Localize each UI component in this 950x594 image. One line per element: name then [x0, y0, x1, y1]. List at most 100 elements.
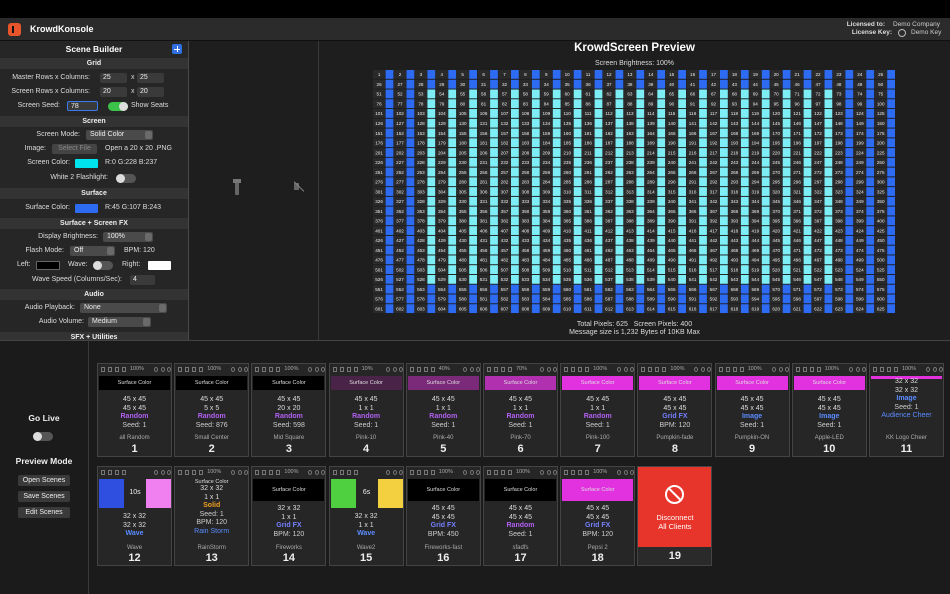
toolbar-icon[interactable]: [508, 367, 512, 372]
toolbar-icon[interactable]: [199, 470, 204, 475]
scene-tile[interactable]: 40% Surface Color 45 x 45 1 x 1 Random Seed: …: [405, 363, 481, 457]
scene-tile[interactable]: 100% Surface Color 45 x 45 45 x 45 Image Seed…: [714, 363, 790, 457]
toolbar-icon[interactable]: [707, 367, 712, 372]
toggle[interactable]: [108, 101, 128, 111]
toolbar-icon[interactable]: [108, 470, 112, 475]
scene-tile[interactable]: 100% Surface Color 45 x 45 20 x 20 Random See…: [251, 363, 327, 457]
toolbar-icon[interactable]: [553, 367, 557, 372]
toolbar-icon[interactable]: [487, 367, 491, 372]
toolbar-icon[interactable]: [547, 470, 551, 475]
toolbar-icon[interactable]: [564, 367, 569, 372]
toolbar-icon[interactable]: [578, 367, 583, 372]
toolbar-icon[interactable]: [894, 367, 898, 372]
toolbar-icon[interactable]: [848, 367, 853, 372]
color-swatch[interactable]: [75, 158, 98, 168]
toolbar-icon[interactable]: [101, 367, 105, 372]
toolbar-icon[interactable]: [321, 470, 326, 475]
toolbar-icon[interactable]: [809, 367, 814, 372]
dropdown[interactable]: Solid Color: [86, 130, 153, 140]
toolbar-icon[interactable]: [339, 367, 344, 372]
color-swatch[interactable]: [36, 260, 60, 270]
dropdown[interactable]: Medium: [88, 317, 151, 327]
key-icon[interactable]: [898, 29, 906, 37]
toolbar-icon[interactable]: [315, 367, 320, 372]
toolbar-icon[interactable]: [585, 470, 590, 475]
toolbar-icon[interactable]: [185, 470, 190, 475]
toggle[interactable]: [116, 173, 136, 183]
toolbar-icon[interactable]: [385, 470, 390, 475]
toolbar-icon[interactable]: [423, 367, 428, 372]
toolbar-icon[interactable]: [802, 367, 807, 372]
toolbar-icon[interactable]: [199, 367, 204, 372]
toolbar-icon[interactable]: [255, 367, 260, 372]
toolbar-icon[interactable]: [624, 470, 629, 475]
toolbar-icon[interactable]: [409, 470, 414, 475]
toolbar-icon[interactable]: [231, 367, 236, 372]
toolbar-icon[interactable]: [332, 470, 337, 475]
toolbar-icon[interactable]: [262, 367, 267, 372]
toolbar-icon[interactable]: [462, 470, 467, 475]
toolbar-icon[interactable]: [469, 367, 474, 372]
toolbar-icon[interactable]: [231, 470, 236, 475]
toolbar-icon[interactable]: [873, 367, 877, 372]
toolbar-icon[interactable]: [933, 367, 937, 372]
toolbar-icon[interactable]: [630, 367, 635, 372]
scene-tile[interactable]: 100% Surface Color 45 x 45 45 x 45 Grid FX BP…: [560, 466, 636, 566]
toolbar-icon[interactable]: [398, 470, 403, 475]
flashlight-icon[interactable]: [235, 181, 239, 195]
toolbar-icon[interactable]: [178, 367, 183, 372]
toolbar-icon[interactable]: [101, 470, 105, 475]
toolbar-icon[interactable]: [655, 367, 660, 372]
edit-scenes-button[interactable]: Edit Scenes: [18, 507, 70, 518]
dropdown[interactable]: Off: [70, 246, 115, 256]
scene-tile[interactable]: 100% Surface Color 45 x 45 5 x 5 Random Seed:…: [174, 363, 250, 457]
toolbar-icon[interactable]: [238, 367, 243, 372]
toolbar-icon[interactable]: [115, 470, 119, 475]
toolbar-icon[interactable]: [732, 367, 737, 372]
input[interactable]: 20: [137, 87, 164, 97]
toolbar-icon[interactable]: [339, 470, 344, 475]
toolbar-icon[interactable]: [416, 367, 421, 372]
toolbar-icon[interactable]: [926, 367, 930, 372]
toolbar-icon[interactable]: [641, 367, 646, 372]
toolbar-icon[interactable]: [430, 470, 435, 475]
toolbar-icon[interactable]: [416, 470, 421, 475]
toolbar-icon[interactable]: [398, 367, 403, 372]
toolbar-icon[interactable]: [308, 367, 313, 372]
toolbar-icon[interactable]: [154, 367, 158, 372]
toolbar-icon[interactable]: [662, 367, 667, 372]
toolbar-icon[interactable]: [778, 367, 783, 372]
scene-tile[interactable]: 100% Surface Color 45 x 45 45 x 45 Image Seed…: [791, 363, 867, 457]
toolbar-icon[interactable]: [122, 470, 126, 475]
toolbar-icon[interactable]: [167, 470, 171, 475]
open-scenes-button[interactable]: Open Scenes: [18, 475, 70, 486]
toolbar-icon[interactable]: [185, 367, 190, 372]
color-swatch[interactable]: [148, 260, 171, 270]
mute-icon[interactable]: [294, 183, 299, 190]
toolbar-icon[interactable]: [244, 470, 249, 475]
toolbar-icon[interactable]: [108, 367, 112, 372]
select-file-button[interactable]: Select File: [52, 144, 97, 154]
toolbar-icon[interactable]: [648, 367, 653, 372]
toolbar-icon[interactable]: [154, 470, 158, 475]
toolbar-icon[interactable]: [167, 367, 171, 372]
dropdown[interactable]: 100%: [103, 232, 153, 242]
toolbar-icon[interactable]: [585, 367, 590, 372]
toolbar-icon[interactable]: [739, 367, 744, 372]
toolbar-icon[interactable]: [353, 470, 358, 475]
scene-tile[interactable]: 10% Surface Color 45 x 45 1 x 1 Random Seed: …: [328, 363, 404, 457]
toolbar-icon[interactable]: [501, 470, 505, 475]
toolbar-icon[interactable]: [887, 367, 891, 372]
toolbar-icon[interactable]: [262, 470, 267, 475]
toolbar-icon[interactable]: [353, 367, 358, 372]
scene-tile[interactable]: 100% Surface Color 32 x 32 1 x 1 Grid FX BPM:…: [251, 466, 327, 566]
toolbar-icon[interactable]: [553, 470, 557, 475]
toolbar-icon[interactable]: [122, 367, 126, 372]
toolbar-icon[interactable]: [475, 367, 480, 372]
scene-tile[interactable]: 100% 32 x 32 32 x 32 Image Seed: 1 Audience C…: [869, 363, 944, 457]
toolbar-icon[interactable]: [332, 367, 337, 372]
toolbar-icon[interactable]: [423, 470, 428, 475]
toolbar-icon[interactable]: [346, 470, 351, 475]
toolbar-icon[interactable]: [547, 367, 551, 372]
toolbar-icon[interactable]: [939, 367, 943, 372]
